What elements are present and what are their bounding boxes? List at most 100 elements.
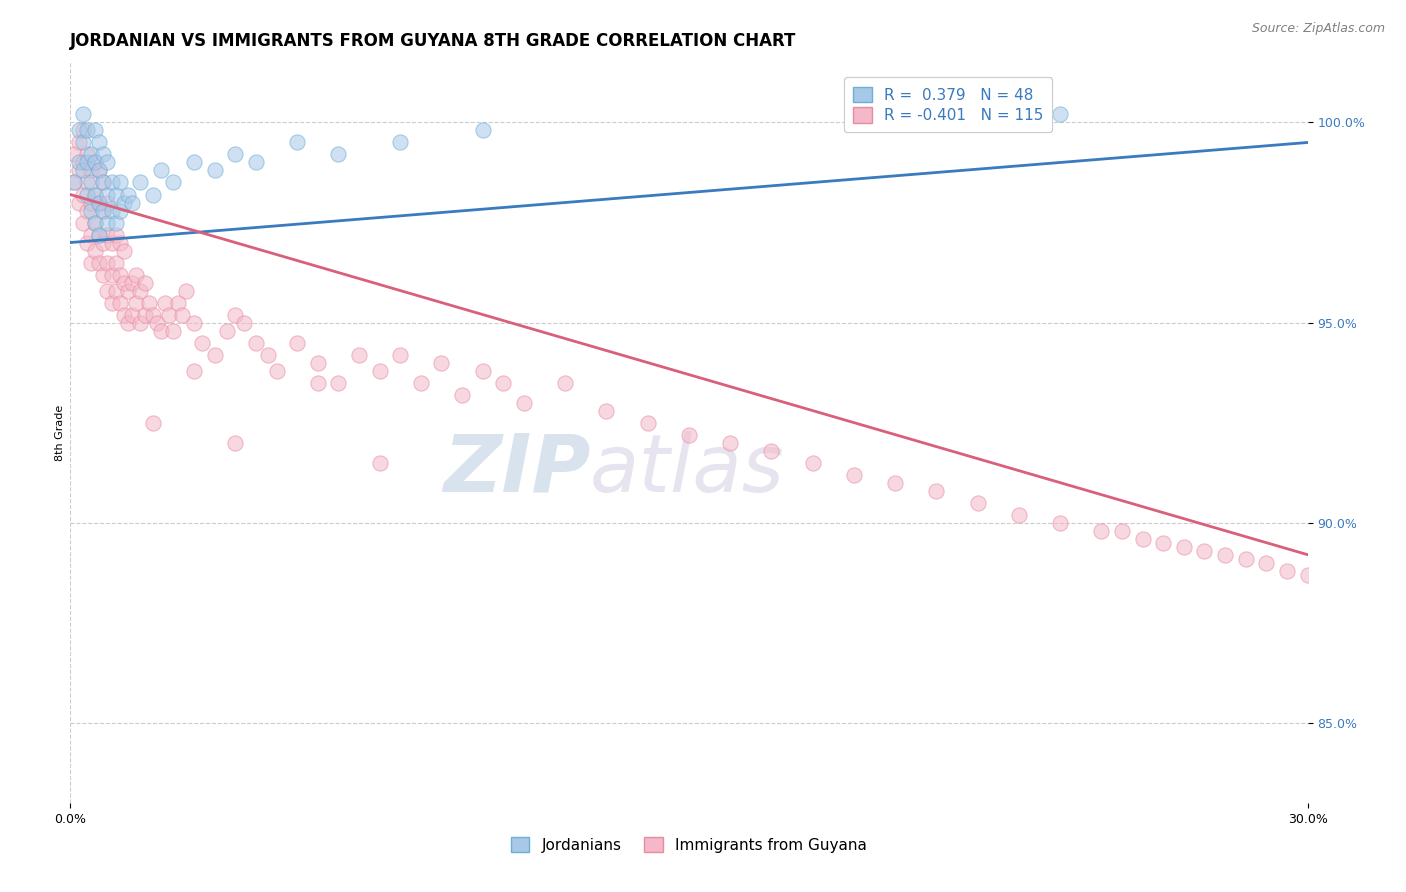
Point	[63, 176, 86, 190]
Point	[100, 203, 122, 218]
Point	[96, 284, 118, 298]
Point	[80, 255, 103, 269]
Point	[76, 235, 98, 250]
Point	[76, 187, 98, 202]
Point	[285, 136, 308, 150]
Point	[761, 443, 783, 458]
Point	[121, 276, 143, 290]
Point	[224, 435, 246, 450]
Point	[84, 244, 107, 258]
Point	[80, 195, 103, 210]
Point	[89, 195, 111, 210]
Point	[91, 176, 114, 190]
Point	[72, 107, 94, 121]
Point	[1296, 567, 1319, 582]
Point	[157, 308, 180, 322]
Point	[183, 155, 205, 169]
Point	[1008, 508, 1031, 522]
Point	[80, 176, 103, 190]
Point	[1256, 556, 1278, 570]
Point	[153, 295, 176, 310]
Point	[72, 155, 94, 169]
Point	[1234, 551, 1257, 566]
Point	[884, 475, 907, 490]
Point	[166, 295, 188, 310]
Point	[125, 268, 148, 282]
Point	[96, 195, 118, 210]
Point	[471, 123, 494, 137]
Point	[121, 195, 143, 210]
Point	[1111, 524, 1133, 538]
Point	[257, 348, 280, 362]
Point	[925, 483, 948, 498]
Point	[125, 295, 148, 310]
Point	[91, 203, 114, 218]
Point	[150, 324, 173, 338]
Point	[451, 387, 474, 401]
Point	[142, 416, 165, 430]
Point	[368, 456, 391, 470]
Point	[80, 147, 103, 161]
Point	[96, 227, 118, 242]
Point	[389, 348, 412, 362]
Point	[183, 363, 205, 377]
Point	[1132, 532, 1154, 546]
Text: JORDANIAN VS IMMIGRANTS FROM GUYANA 8TH GRADE CORRELATION CHART: JORDANIAN VS IMMIGRANTS FROM GUYANA 8TH …	[70, 32, 797, 50]
Legend: Jordanians, Immigrants from Guyana: Jordanians, Immigrants from Guyana	[502, 828, 876, 862]
Point	[204, 348, 226, 362]
Point	[1049, 107, 1071, 121]
Point	[67, 123, 90, 137]
Point	[430, 355, 453, 369]
Point	[138, 295, 160, 310]
Point	[409, 376, 432, 390]
Point	[471, 363, 494, 377]
Point	[91, 147, 114, 161]
Point	[104, 255, 127, 269]
Point	[112, 308, 135, 322]
Point	[84, 123, 107, 137]
Point	[76, 176, 98, 190]
Point	[80, 227, 103, 242]
Point	[492, 376, 515, 390]
Y-axis label: 8th Grade: 8th Grade	[55, 404, 65, 461]
Point	[224, 308, 246, 322]
Point	[162, 324, 184, 338]
Point	[91, 268, 114, 282]
Point	[1173, 540, 1195, 554]
Point	[1194, 543, 1216, 558]
Point	[150, 163, 173, 178]
Point	[67, 163, 90, 178]
Point	[76, 155, 98, 169]
Point	[76, 147, 98, 161]
Point	[108, 203, 131, 218]
Point	[72, 136, 94, 150]
Point	[91, 203, 114, 218]
Point	[108, 295, 131, 310]
Point	[142, 308, 165, 322]
Point	[162, 176, 184, 190]
Point	[67, 155, 90, 169]
Point	[96, 187, 118, 202]
Point	[89, 136, 111, 150]
Point	[170, 308, 193, 322]
Point	[966, 496, 988, 510]
Point	[89, 227, 111, 242]
Point	[108, 268, 131, 282]
Point	[232, 316, 254, 330]
Point	[554, 376, 576, 390]
Point	[104, 187, 127, 202]
Point	[91, 235, 114, 250]
Point	[328, 147, 350, 161]
Point	[595, 403, 617, 417]
Point	[215, 324, 238, 338]
Point	[134, 276, 156, 290]
Point	[1090, 524, 1112, 538]
Point	[84, 155, 107, 169]
Point	[89, 195, 111, 210]
Point	[84, 215, 107, 229]
Point	[224, 147, 246, 161]
Point	[72, 187, 94, 202]
Point	[129, 316, 152, 330]
Point	[191, 335, 214, 350]
Point	[108, 235, 131, 250]
